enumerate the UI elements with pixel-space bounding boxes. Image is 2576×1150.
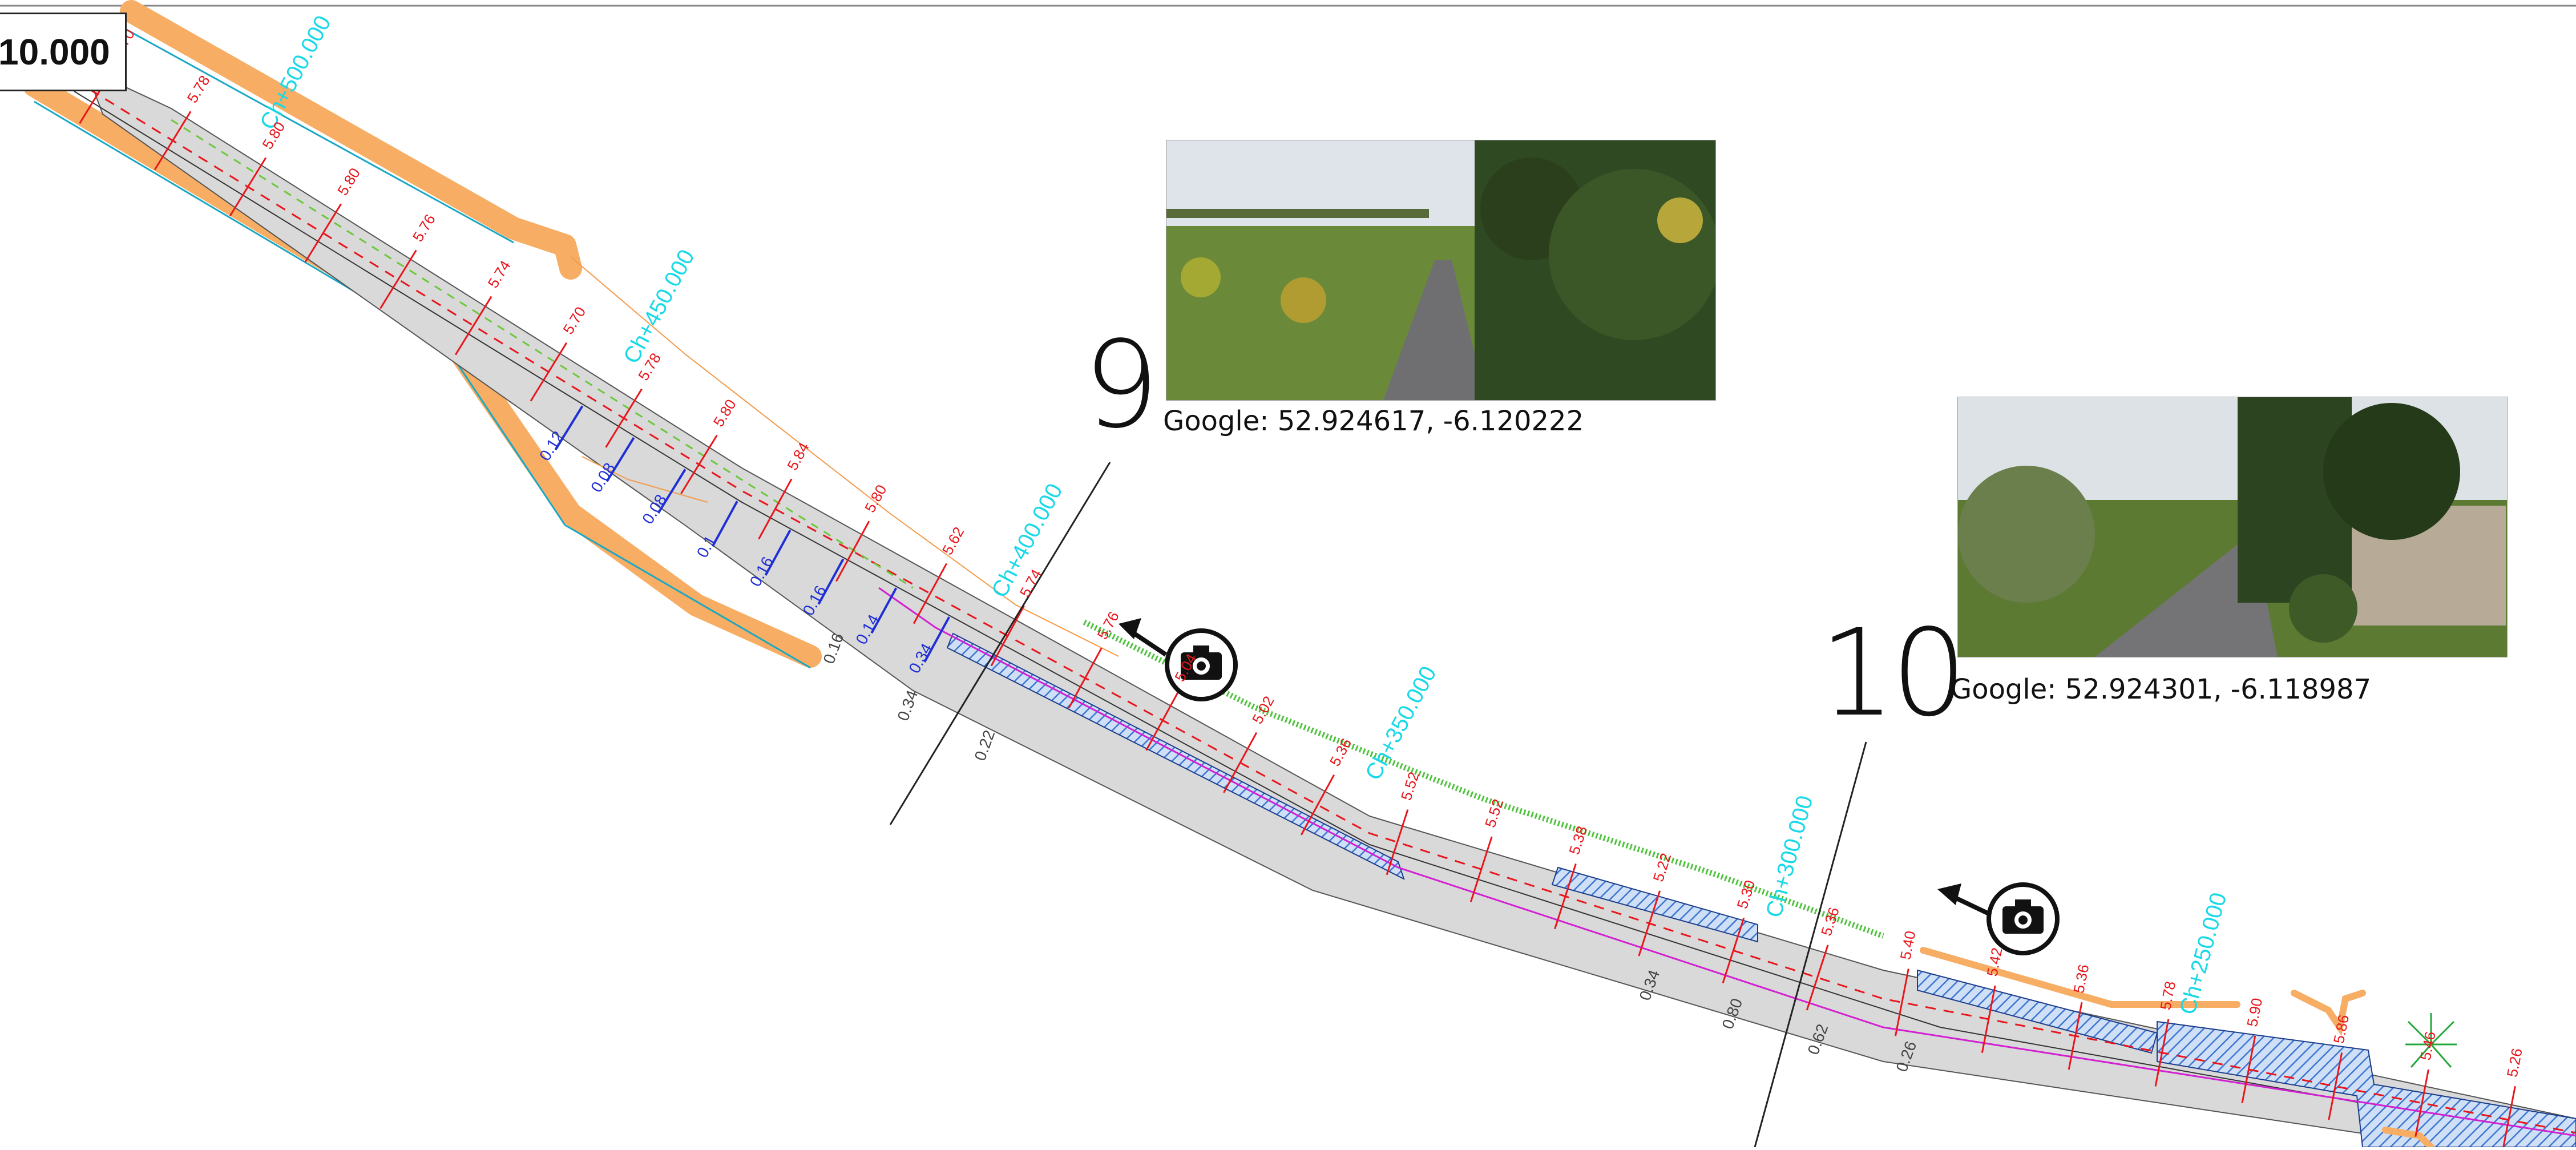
width-dimension-line — [2328, 1052, 2343, 1120]
camera-icon — [1937, 882, 2060, 955]
width-label: 5.76 — [409, 211, 439, 245]
photo-number-9: 9 — [1083, 315, 1160, 455]
chainage-label: Ch+450.000 — [619, 245, 700, 368]
width-dimension-line — [1223, 732, 1258, 793]
contour-lines — [570, 256, 1119, 657]
offset-dimensions — [554, 405, 951, 663]
offset-dimension-line — [764, 530, 792, 576]
width-label: 5.46 — [2417, 1030, 2439, 1062]
width-dimension-line — [2154, 1019, 2170, 1087]
photo-caption-10: Google: 52.924301, -6.118987 — [1951, 673, 2372, 705]
width-label: 5.80 — [334, 165, 364, 199]
width-label: 5.80 — [710, 396, 740, 430]
width-dimension-line — [154, 111, 192, 171]
centreline — [74, 79, 2576, 1134]
offset-dimension-line — [605, 437, 635, 482]
width-dimension-line — [454, 296, 492, 356]
grey-offset-label: 0.22 — [971, 728, 999, 763]
width-dimension-line — [379, 249, 417, 309]
width-label: 5.52 — [1398, 770, 1423, 802]
camera-icon — [1119, 618, 1238, 701]
offset-dimension-line — [711, 501, 738, 547]
width-dimension-line — [835, 520, 870, 582]
width-dimension-line — [758, 478, 793, 540]
section-line-10 — [1754, 741, 1867, 1148]
tree-icon — [2405, 1013, 2457, 1068]
width-dimension-line — [1806, 945, 1829, 1011]
width-label: 5.02 — [1249, 693, 1278, 727]
offset-dimension-line — [817, 558, 845, 605]
photo-caption-9: Google: 52.924617, -6.120222 — [1163, 405, 1584, 437]
width-dimension-line — [1145, 689, 1180, 751]
verge-outline — [34, 22, 811, 669]
width-dimension-line — [2241, 1035, 2256, 1104]
site-photo-10 — [1957, 397, 2508, 657]
offset-dimension-line — [554, 405, 584, 451]
width-label: 5.40 — [1897, 929, 1919, 961]
width-label: 5.74 — [484, 257, 514, 291]
width-dimension-line — [1722, 917, 1745, 983]
offset-dimension-line — [923, 616, 951, 663]
width-dimension-line — [530, 342, 568, 402]
width-label: 5.70 — [559, 304, 589, 337]
grey-offset-label: 0.16 — [820, 631, 847, 666]
width-label: 5.84 — [784, 439, 813, 473]
width-dimension-line — [1895, 969, 1909, 1036]
width-dimension-line — [605, 388, 643, 448]
width-dimension-line — [680, 434, 718, 494]
chainage-label: Ch+250.000 — [2175, 890, 2231, 1017]
width-dimension-line — [304, 203, 342, 263]
width-dimension-line — [1386, 809, 1409, 875]
width-dimension-line — [1638, 890, 1661, 957]
width-label: 5.26 — [2504, 1047, 2526, 1078]
green-dashed-line — [171, 119, 914, 589]
width-dimension-line — [1981, 985, 1996, 1053]
width-label: 5.36 — [2070, 963, 2092, 994]
offset-dimension-line — [657, 469, 687, 514]
edge-line — [878, 587, 2576, 1137]
offset-dimension-line — [870, 587, 898, 634]
chainage-label: Ch+300.000 — [1761, 793, 1818, 920]
width-dimension-line — [2068, 1002, 2083, 1070]
width-dimensions — [79, 64, 2516, 1150]
kerb-lines — [1920, 947, 2434, 1150]
width-dimension-line — [2502, 1086, 2516, 1150]
grey-offset-label: 0.34 — [894, 688, 922, 723]
scale-box: 10.000 — [0, 13, 127, 91]
photo-number-10: 10 — [1819, 603, 1967, 743]
hatched-edging — [946, 632, 2576, 1148]
width-dimension-line — [1068, 647, 1103, 709]
width-dimension-line — [990, 605, 1025, 667]
width-dimension-line — [1300, 774, 1335, 836]
width-dimension-line — [2415, 1069, 2429, 1137]
width-dimension-line — [229, 157, 267, 217]
section-line-9 — [889, 462, 1111, 825]
width-label: 5.36 — [1818, 905, 1843, 938]
width-dimension-line — [1554, 863, 1577, 930]
site-photo-9 — [1166, 140, 1716, 401]
width-dimension-line — [912, 563, 948, 624]
width-label: 5.90 — [2243, 996, 2266, 1028]
width-label: 5.78 — [184, 72, 213, 106]
width-dimension-line — [1469, 836, 1493, 902]
